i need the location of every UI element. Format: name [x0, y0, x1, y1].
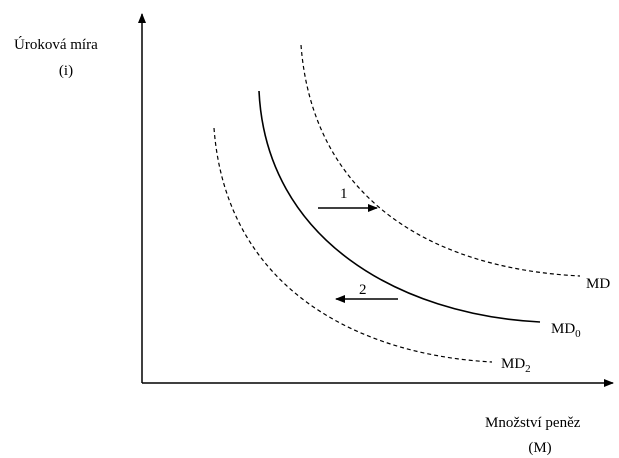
md-curve-label: MD: [586, 276, 610, 292]
x-axis-label-line1: Množství peněz: [485, 415, 581, 431]
md2-curve-shifted-left: [213, 127, 493, 363]
y-axis-label-line1: Úroková míra: [14, 36, 98, 53]
md0-curve-label: MD0: [551, 321, 581, 340]
y-axis-label-line2: (i): [59, 63, 73, 79]
md-curve-shifted-right: [300, 44, 581, 277]
md0-curve: [258, 90, 541, 323]
shift-right-arrow-label: 1: [340, 186, 348, 202]
x-axis-label-line2: (M): [528, 440, 551, 456]
shift-left-arrow-label: 2: [359, 282, 367, 298]
md2-curve-label: MD2: [501, 356, 531, 375]
